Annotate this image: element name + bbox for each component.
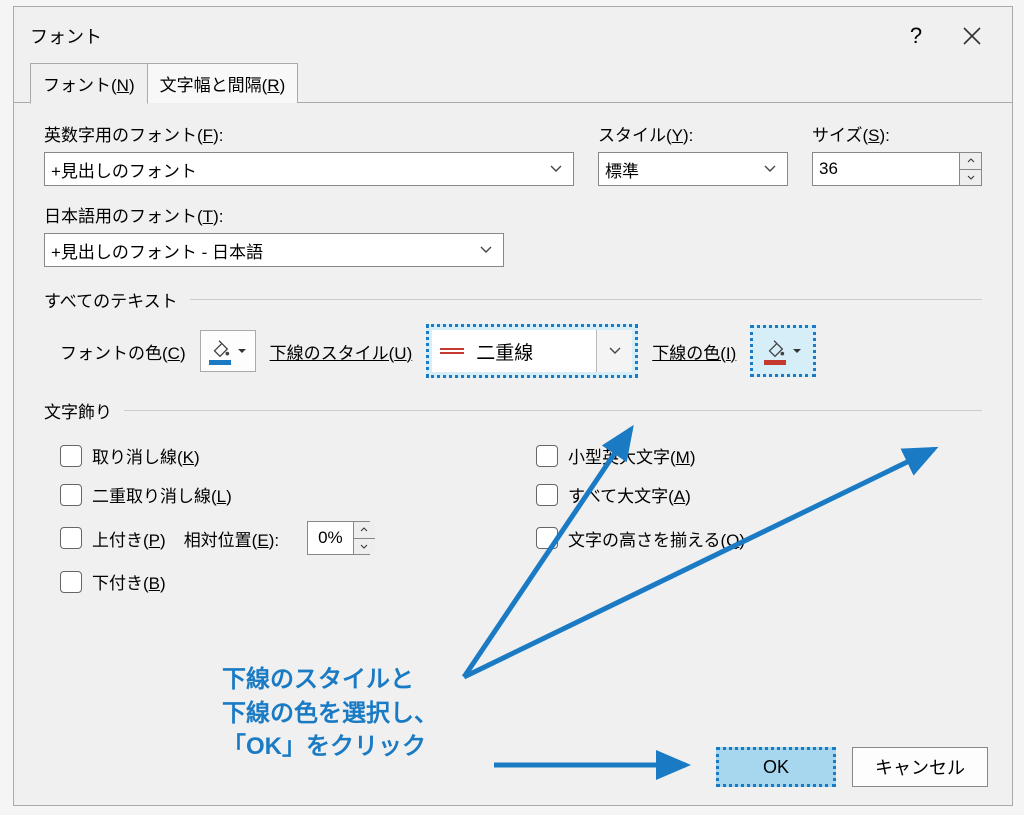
highlight-underline-color bbox=[750, 325, 816, 377]
tab-font[interactable]: フォント(N) bbox=[30, 63, 148, 104]
underline-style-label: 下線のスタイル(U) bbox=[270, 339, 413, 364]
close-button[interactable] bbox=[944, 16, 1000, 56]
style-combo[interactable]: 標準 bbox=[598, 152, 788, 186]
section-effects: 文字飾り bbox=[44, 398, 982, 423]
underline-color-button[interactable] bbox=[756, 331, 810, 371]
size-spinner[interactable]: 36 bbox=[812, 152, 982, 186]
highlight-underline-style: 二重線 bbox=[426, 324, 638, 378]
paint-bucket-icon bbox=[209, 338, 231, 360]
asian-font-combo[interactable]: +見出しのフォント - 日本語 bbox=[44, 233, 504, 267]
font-dialog: フォント ? フォント(N) 文字幅と間隔(R) 英数字用のフォント(F): +… bbox=[13, 6, 1013, 806]
underline-style-combo[interactable]: 二重線 bbox=[432, 330, 632, 372]
content: 英数字用のフォント(F): +見出しのフォント スタイル(Y): 標準 サイ bbox=[14, 103, 1012, 604]
chevron-down-icon bbox=[475, 246, 497, 254]
tabs: フォント(N) 文字幅と間隔(R) bbox=[14, 65, 1012, 103]
font-color-button[interactable] bbox=[200, 330, 256, 372]
check-strikethrough[interactable]: 取り消し線(K) bbox=[60, 443, 506, 468]
double-line-icon bbox=[432, 347, 472, 355]
latin-font-combo[interactable]: +見出しのフォント bbox=[44, 152, 574, 186]
size-label: サイズ(S): bbox=[812, 121, 982, 146]
check-dbl-strikethrough[interactable]: 二重取り消し線(L) bbox=[60, 482, 506, 507]
spin-up-icon bbox=[960, 153, 981, 170]
underline-color-label: 下線の色(I) bbox=[652, 339, 736, 364]
dialog-title: フォント bbox=[26, 23, 888, 49]
spinner-arrows[interactable] bbox=[959, 153, 981, 185]
section-all-text: すべてのテキスト bbox=[44, 287, 982, 312]
help-button[interactable]: ? bbox=[888, 16, 944, 56]
tab-spacing[interactable]: 文字幅と間隔(R) bbox=[147, 63, 299, 103]
style-label: スタイル(Y): bbox=[598, 121, 788, 146]
check-small-caps[interactable]: 小型英大文字(M) bbox=[536, 443, 982, 468]
titlebar: フォント ? bbox=[14, 7, 1012, 65]
latin-font-label: 英数字用のフォント(F): bbox=[44, 121, 574, 146]
caret-down-icon bbox=[792, 348, 802, 354]
check-subscript[interactable]: 下付き(B) bbox=[60, 569, 506, 594]
cancel-button[interactable]: キャンセル bbox=[852, 747, 988, 787]
paint-bucket-icon bbox=[764, 338, 786, 360]
offset-spinner[interactable]: 0% bbox=[307, 521, 370, 555]
dialog-buttons: OK キャンセル bbox=[716, 747, 988, 787]
ok-button[interactable]: OK bbox=[716, 747, 836, 787]
check-all-caps[interactable]: すべて大文字(A) bbox=[536, 482, 982, 507]
annotation-text: 下線のスタイルと 下線の色を選択し、 「OK」をクリック bbox=[222, 663, 438, 764]
spin-up-icon bbox=[354, 522, 375, 539]
spin-down-icon bbox=[354, 539, 375, 555]
spin-down-icon bbox=[960, 170, 981, 186]
font-color-label: フォントの色(C) bbox=[60, 339, 186, 364]
offset-label: 相対位置(E): bbox=[184, 526, 279, 551]
caret-down-icon bbox=[237, 348, 247, 354]
asian-font-label: 日本語用のフォント(T): bbox=[44, 202, 982, 227]
check-superscript[interactable]: 上付き(P) bbox=[60, 526, 166, 551]
chevron-down-icon bbox=[545, 165, 567, 173]
check-equalize[interactable]: 文字の高さを揃える(Q) bbox=[536, 521, 982, 555]
chevron-down-icon bbox=[759, 165, 781, 173]
chevron-down-icon bbox=[596, 330, 632, 372]
